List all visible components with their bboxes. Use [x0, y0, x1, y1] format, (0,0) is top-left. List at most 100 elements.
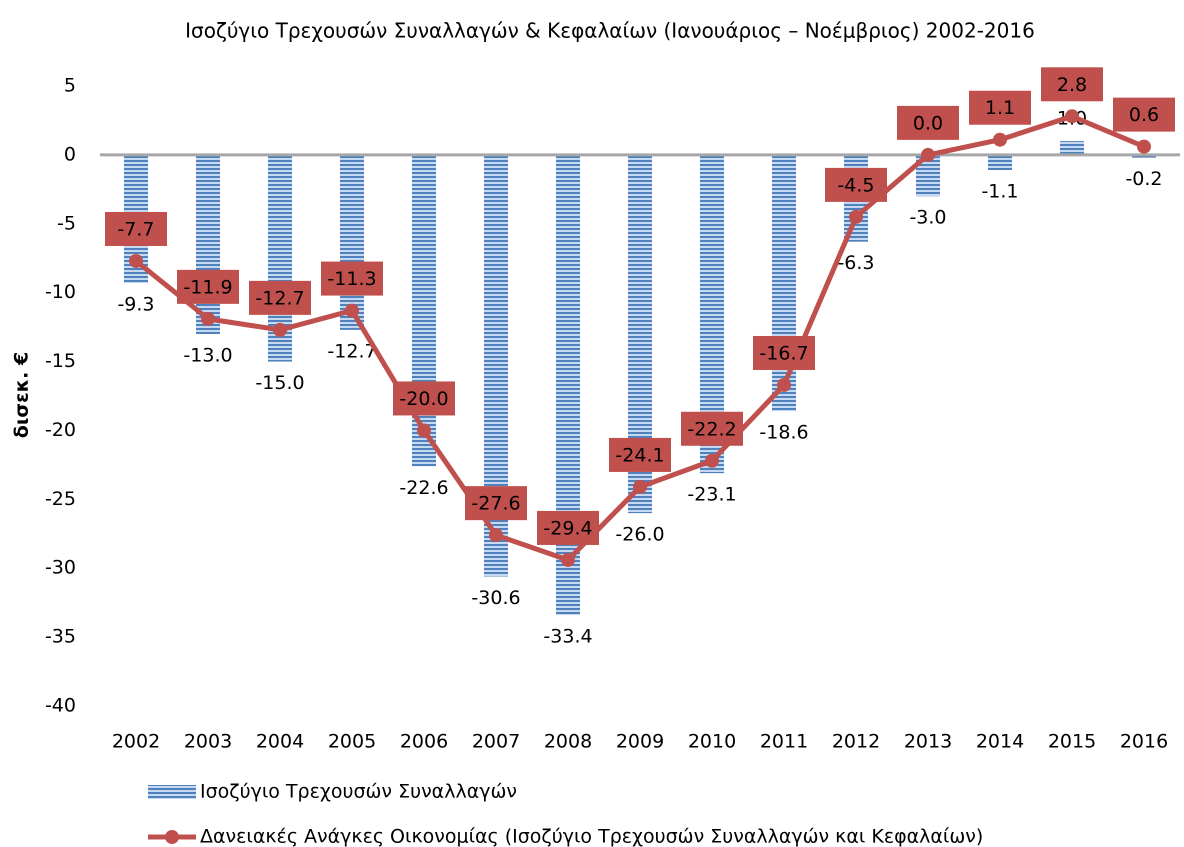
- x-tick-label: 2003: [184, 731, 232, 753]
- line-marker: [1065, 109, 1079, 124]
- line-marker: [129, 253, 143, 268]
- line-value-text: -11.3: [327, 268, 376, 290]
- y-tick-label: -5: [57, 212, 76, 234]
- bar-value-label: -30.6: [471, 587, 520, 609]
- line-value-text: 2.8: [1057, 74, 1087, 96]
- y-tick-label: -20: [45, 419, 76, 441]
- bar-value-label: -0.2: [1125, 168, 1162, 190]
- x-tick-label: 2005: [328, 731, 376, 753]
- line-marker: [489, 528, 503, 543]
- y-tick-label: -10: [45, 281, 76, 303]
- y-tick-label: -15: [45, 350, 76, 372]
- line-value-label: -27.6: [465, 486, 527, 521]
- x-tick-label: 2012: [832, 731, 880, 753]
- bar: [340, 154, 364, 330]
- line-value-text: 0.6: [1129, 104, 1159, 126]
- label-box: [969, 90, 1031, 125]
- line-marker: [561, 552, 575, 567]
- line-value-label: 0.6: [1113, 97, 1175, 132]
- line-value-text: -4.5: [837, 174, 874, 196]
- line-marker: [849, 209, 863, 224]
- line-marker: [345, 303, 359, 318]
- bar-value-label: -23.1: [687, 484, 736, 506]
- bar: [772, 154, 796, 412]
- line-marker: [777, 377, 791, 392]
- line-marker: [273, 322, 287, 337]
- x-tick-label: 2002: [112, 731, 160, 753]
- legend-swatch: [165, 830, 179, 844]
- line-value-text: 0.0: [913, 112, 943, 134]
- bar: [988, 154, 1012, 171]
- label-box: [321, 261, 383, 296]
- line-marker: [417, 423, 431, 438]
- label-box: [537, 510, 599, 545]
- line-value-label: -24.1: [609, 437, 671, 472]
- line-value-text: -11.9: [183, 276, 232, 298]
- line-value-text: -20.0: [399, 388, 448, 410]
- bar: [556, 154, 580, 616]
- label-box: [753, 335, 815, 370]
- line-marker: [201, 311, 215, 326]
- y-tick-label: 0: [64, 143, 76, 165]
- line-value-label: -22.2: [681, 411, 743, 446]
- line-value-label: 0.0: [897, 105, 959, 140]
- bar: [196, 154, 220, 334]
- x-tick-label: 2010: [688, 731, 736, 753]
- line-marker: [993, 132, 1007, 147]
- bar-value-label: -12.7: [327, 340, 376, 362]
- label-box: [681, 411, 743, 446]
- line-marker: [705, 453, 719, 468]
- bar-value-label: -18.6: [759, 422, 808, 444]
- line-value-label: -20.0: [393, 381, 455, 416]
- label-box: [465, 486, 527, 521]
- x-tick-label: 2008: [544, 731, 592, 753]
- bar-value-label: -3.0: [909, 207, 946, 229]
- bar-value-label: -13.0: [183, 345, 232, 367]
- line-value-text: -16.7: [759, 342, 808, 364]
- x-tick-label: 2004: [256, 731, 304, 753]
- x-tick-label: 2016: [1120, 731, 1168, 753]
- x-tick-label: 2011: [760, 731, 808, 753]
- line-value-label: -12.7: [249, 280, 311, 315]
- bar-value-label: -1.1: [981, 181, 1018, 203]
- bar-value-label: -6.3: [837, 252, 874, 274]
- line-value-label: -16.7: [753, 335, 815, 370]
- bar: [1060, 141, 1084, 155]
- x-tick-label: 2007: [472, 731, 520, 753]
- label-box: [897, 105, 959, 140]
- line-value-label: -7.7: [105, 211, 167, 246]
- chart-title: Ισοζύγιο Τρεχουσών Συναλλαγών & Κεφαλαίω…: [185, 19, 1035, 43]
- label-box: [393, 381, 455, 416]
- legend-swatch: [148, 785, 196, 799]
- line-value-label: -11.3: [321, 261, 383, 296]
- y-tick-label: -30: [45, 557, 76, 579]
- bar-value-label: -9.3: [117, 294, 154, 316]
- y-tick-label: -25: [45, 488, 76, 510]
- label-box: [105, 211, 167, 246]
- line-marker: [921, 147, 935, 162]
- legend-label: Δανειακές Ανάγκες Οικονομίας (Ισοζύγιο Τ…: [200, 826, 983, 847]
- line-marker: [633, 479, 647, 494]
- line-value-label: -4.5: [825, 167, 887, 202]
- label-box: [249, 280, 311, 315]
- x-tick-label: 2014: [976, 731, 1024, 753]
- bar-value-label: -22.6: [399, 477, 448, 499]
- bar-value-label: -15.0: [255, 372, 304, 394]
- x-tick-label: 2015: [1048, 731, 1096, 753]
- bar-value-label: -26.0: [615, 524, 664, 546]
- label-box: [1113, 97, 1175, 132]
- line-value-text: -27.6: [471, 493, 520, 515]
- line-value-text: -12.7: [255, 287, 304, 309]
- line-marker: [1137, 139, 1151, 154]
- y-tick-label: 5: [64, 75, 76, 97]
- y-tick-label: -35: [45, 626, 76, 648]
- legend-label: Ισοζύγιο Τρεχουσών Συναλλαγών: [200, 781, 517, 803]
- x-tick-label: 2013: [904, 731, 952, 753]
- x-tick-label: 2009: [616, 731, 664, 753]
- label-box: [609, 437, 671, 472]
- line-value-label: 1.1: [969, 90, 1031, 125]
- y-axis-title: δισεκ. €: [11, 352, 33, 438]
- line-value-label: 2.8: [1041, 67, 1103, 102]
- label-box: [1041, 67, 1103, 102]
